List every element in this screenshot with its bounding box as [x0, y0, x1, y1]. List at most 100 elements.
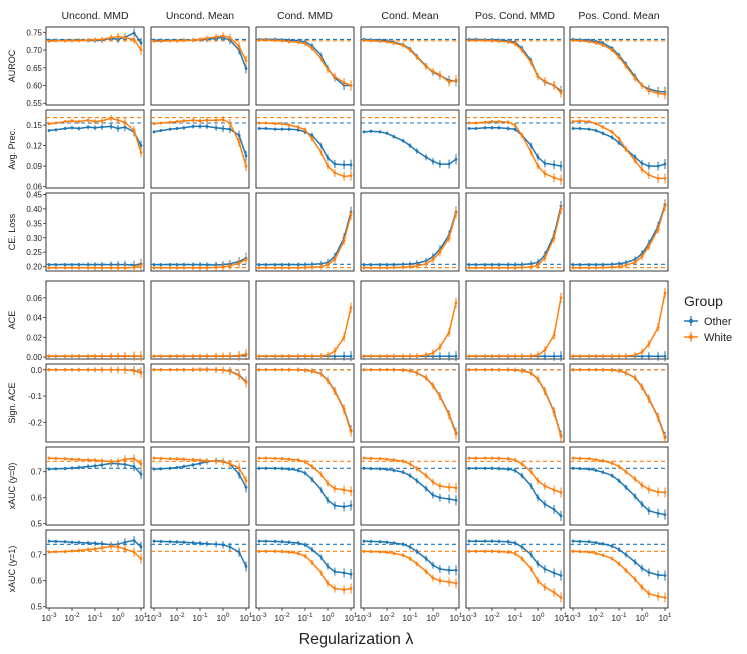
- data-point: [543, 567, 547, 571]
- data-point: [362, 39, 366, 42]
- data-point: [633, 495, 637, 498]
- data-point: [408, 144, 412, 147]
- data-point: [296, 368, 300, 372]
- data-point: [244, 258, 248, 261]
- y-axis-title: CE. Loss: [7, 213, 17, 250]
- data-point: [168, 120, 172, 124]
- data-point: [369, 550, 373, 553]
- data-point: [490, 368, 494, 372]
- data-point: [63, 127, 67, 130]
- data-point: [529, 144, 533, 147]
- data-point: [100, 463, 104, 467]
- data-point: [264, 127, 268, 130]
- data-point: [392, 368, 396, 372]
- data-point: [633, 477, 637, 481]
- data-point: [244, 485, 248, 489]
- data-point: [415, 264, 419, 268]
- data-point: [587, 457, 591, 461]
- data-point: [47, 39, 51, 43]
- data-point: [438, 250, 442, 254]
- data-point: [640, 168, 644, 171]
- panel: [150, 109, 250, 189]
- panel-frame: [360, 109, 460, 189]
- data-point: [640, 255, 644, 258]
- data-point: [385, 467, 389, 471]
- data-point: [93, 120, 97, 124]
- data-point: [349, 430, 353, 433]
- data-point: [571, 456, 575, 460]
- data-point: [431, 493, 435, 497]
- data-point: [447, 162, 451, 166]
- data-point: [100, 354, 104, 358]
- data-point: [303, 471, 307, 475]
- panel: [465, 109, 565, 189]
- panel: [569, 529, 669, 609]
- panel: [465, 446, 565, 526]
- data-point: [594, 458, 598, 462]
- data-point: [257, 539, 261, 543]
- data-point: [349, 213, 353, 217]
- data-point: [228, 36, 232, 40]
- data-point: [610, 130, 614, 134]
- data-point: [152, 539, 156, 543]
- data-point: [333, 349, 337, 353]
- data-point: [559, 514, 563, 518]
- data-point: [70, 368, 74, 372]
- data-point: [392, 354, 396, 358]
- data-point: [663, 596, 667, 599]
- data-point: [123, 540, 127, 544]
- data-point: [175, 120, 179, 124]
- data-point: [578, 540, 582, 543]
- data-point: [132, 457, 136, 461]
- data-point: [214, 459, 218, 463]
- data-point: [319, 53, 323, 57]
- data-point: [123, 354, 127, 358]
- data-point: [86, 458, 90, 462]
- data-point: [109, 544, 113, 548]
- data-point: [182, 368, 186, 372]
- data-point: [159, 39, 163, 43]
- data-point: [303, 128, 307, 132]
- data-point: [63, 457, 67, 461]
- data-point: [369, 457, 373, 460]
- data-point: [93, 541, 97, 545]
- data-point: [175, 354, 179, 358]
- y-tick-label: 0.75: [26, 28, 42, 37]
- data-point: [529, 553, 533, 557]
- data-point: [63, 540, 67, 544]
- data-point: [474, 121, 478, 125]
- data-point: [513, 552, 517, 555]
- data-point: [378, 550, 382, 554]
- data-point: [333, 587, 337, 590]
- data-point: [237, 466, 241, 470]
- data-point: [168, 39, 172, 43]
- data-point: [369, 266, 373, 270]
- data-point: [559, 596, 563, 599]
- data-point: [594, 552, 598, 555]
- data-point: [656, 416, 660, 419]
- data-point: [633, 560, 637, 564]
- data-point: [506, 127, 510, 130]
- data-point: [601, 553, 605, 557]
- data-point: [640, 502, 644, 506]
- legend-title: Group: [684, 293, 723, 309]
- data-point: [663, 162, 667, 166]
- x-tick-label: 101: [134, 612, 147, 623]
- y-tick-label: -0.2: [28, 418, 42, 427]
- data-point: [656, 594, 660, 598]
- data-point: [559, 491, 563, 494]
- panel: [150, 529, 250, 609]
- data-point: [326, 498, 330, 502]
- y-tick-label: 0.6: [31, 494, 43, 503]
- data-point: [280, 354, 284, 358]
- data-point: [109, 36, 113, 40]
- data-point: [116, 354, 120, 358]
- data-point: [552, 84, 556, 87]
- data-point: [152, 39, 156, 43]
- panel: [45, 192, 145, 273]
- data-point: [483, 539, 487, 543]
- data-point: [310, 354, 314, 358]
- data-point: [552, 176, 556, 180]
- data-point: [139, 144, 143, 147]
- data-point: [93, 266, 97, 270]
